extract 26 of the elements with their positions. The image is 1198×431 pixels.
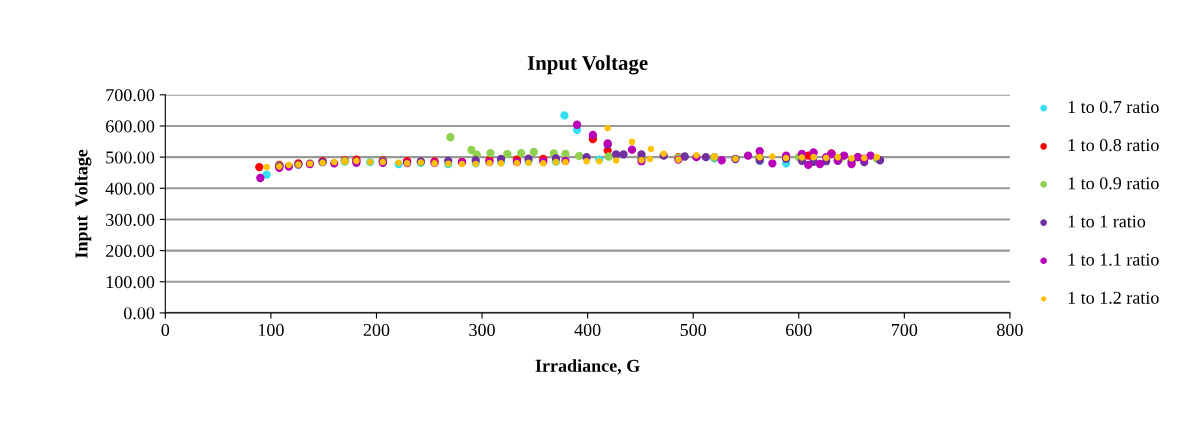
y-tick-label: 500.00 [106,151,155,164]
legend-label: 1 to 1.1 ratio [1068,253,1159,266]
y-tick-label: 100.00 [106,276,155,289]
y-axis-title: Input Voltage [74,149,92,258]
chart-title: Input Voltage [527,55,648,75]
legend-label: 1 to 0.9 ratio [1068,177,1159,190]
x-tick-label: 0 [161,323,170,337]
x-tick-label: 400 [574,323,601,337]
y-tick-label: 200.00 [106,244,155,258]
x-tick-label: 700 [891,323,918,337]
legend-label: 1 to 1 ratio [1068,215,1146,228]
legend-label: 1 to 1.2 ratio [1068,291,1159,304]
x-tick-label: 100 [258,323,284,337]
legend-label: 1 to 0.8 ratio [1068,139,1159,152]
y-tick-label: 0.00 [124,307,155,320]
x-tick-label: 200 [363,323,390,337]
x-tick-label: 300 [469,323,495,337]
x-tick-label: 600 [786,323,812,337]
y-tick-label: 300.00 [106,213,155,226]
x-tick-label: 800 [997,323,1023,337]
legend-label: 1 to 0.7 ratio [1068,100,1159,114]
x-axis-title: Irradiance, G [535,359,640,375]
y-tick-label: 700.00 [106,89,155,102]
y-tick-label: 400.00 [105,182,155,195]
y-tick-label: 600.00 [106,120,155,133]
x-tick-label: 500 [680,323,707,337]
